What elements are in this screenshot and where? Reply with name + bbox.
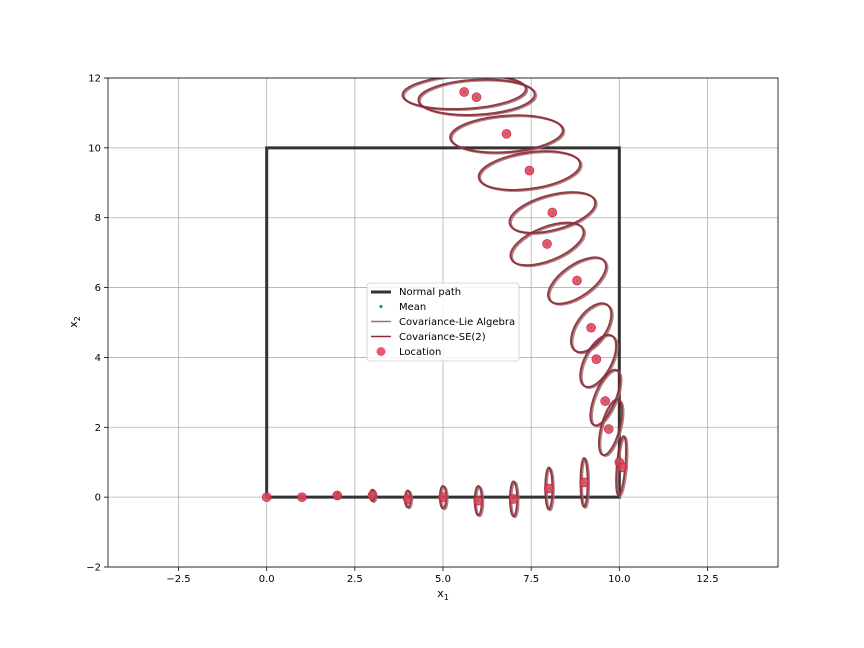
mean-point-18 (551, 211, 554, 214)
normal-path (265, 146, 621, 499)
ellipse-se2-21 (401, 78, 527, 111)
legend-box (366, 282, 520, 362)
normal-path-line (265, 146, 621, 499)
mean-point-4 (406, 497, 409, 500)
mean-point-21 (475, 96, 478, 99)
ellipse-se2-13 (579, 333, 618, 388)
y-axis-ticks: −2 0 2 4 6 8 10 12 (86, 74, 108, 574)
ellipse-se2-19 (449, 114, 564, 154)
mean-point-2 (336, 494, 339, 497)
legend: Normal path Mean Covariance-Lie Algebra … (366, 282, 520, 362)
y-tick-label-2: 2 (95, 423, 101, 434)
x-tick-label-3: 5.0 (435, 574, 451, 585)
y-tick-label-5: 8 (95, 213, 101, 224)
ellipse-se2-12 (589, 368, 622, 427)
location-points (261, 87, 628, 506)
ellipse-se2-15 (547, 256, 607, 305)
mean-point-13 (604, 400, 607, 403)
mean-point-6 (477, 499, 480, 502)
legend-swatch-location (376, 347, 386, 356)
y-tick-label-0: −2 (86, 563, 101, 574)
y-tick-label-4: 6 (95, 283, 101, 294)
mean-point-7 (512, 497, 515, 500)
x-axis-label: x1 (437, 587, 449, 602)
ellipse-se2-14 (570, 302, 613, 354)
mean-point-16 (576, 279, 578, 282)
y-axis-label: x2 (67, 316, 82, 328)
ellipse-lie-17 (509, 192, 598, 235)
legend-swatch-mean (379, 304, 383, 309)
legend-label-location: Location (399, 347, 441, 358)
mean-point-8 (547, 487, 550, 490)
y-tick-label-7: 12 (88, 74, 101, 85)
mean-point-22 (463, 90, 466, 93)
mean-point-11 (621, 466, 624, 469)
ellipse-lie-18 (479, 151, 583, 192)
mean-point-17 (546, 242, 549, 245)
mean-point-20 (505, 132, 508, 135)
x-tick-label-2: 2.5 (347, 574, 363, 585)
mean-point-3 (371, 494, 374, 497)
ellipse-se2-20 (417, 78, 536, 116)
mean-point-10 (618, 461, 621, 464)
ellipse-lie-21 (403, 78, 529, 112)
mean-point-14 (595, 358, 598, 361)
ellipse-lie-20 (418, 79, 538, 117)
x-tick-label-5: 10.0 (608, 574, 630, 585)
mean-point-12 (607, 428, 610, 431)
x-tick-label-4: 7.5 (523, 574, 539, 585)
x-tick-label-1: 0.0 (259, 574, 275, 585)
y-tick-label-1: 0 (95, 493, 101, 504)
mean-point-5 (442, 496, 444, 499)
x-axis-ticks: −2.5 0.0 2.5 5.0 7.5 10.0 12.5 (166, 567, 719, 585)
y-tick-label-6: 10 (88, 143, 101, 154)
x-tick-label-6: 12.5 (696, 574, 718, 585)
legend-label-normal-path: Normal path (399, 287, 461, 298)
x-tick-label-0: −2.5 (166, 574, 190, 585)
mean-point-1 (300, 496, 303, 499)
mean-point-19 (528, 169, 531, 172)
mean-point-9 (583, 481, 586, 484)
mean-point-0 (265, 496, 268, 499)
ellipse-se2-17 (508, 191, 597, 234)
legend-label-cov-lie: Covariance-Lie Algebra (399, 317, 515, 328)
ellipse-lie-19 (450, 115, 566, 155)
mean-point-15 (590, 326, 593, 329)
y-tick-label-3: 4 (95, 353, 101, 364)
legend-label-mean: Mean (399, 302, 426, 313)
ellipse-se2-16 (509, 221, 585, 267)
ellipse-se2-18 (477, 150, 582, 191)
legend-label-cov-se2: Covariance-SE(2) (399, 332, 486, 343)
ellipse-se2-11 (597, 398, 624, 457)
